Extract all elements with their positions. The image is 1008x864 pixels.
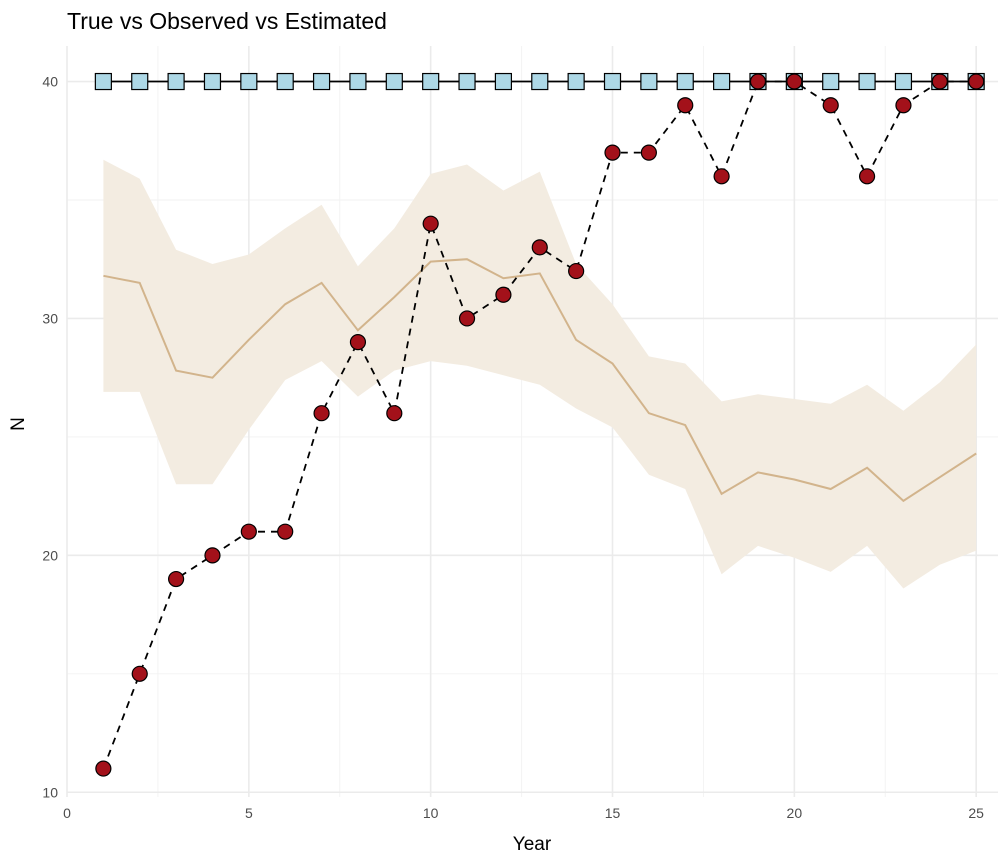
observed-point [568,262,585,280]
estimated-line [103,258,977,503]
observed-point [786,73,803,90]
x-tick-label: 20 [787,805,803,821]
x-axis-title: Year [513,834,552,855]
observed-point [968,73,985,90]
observed-point [313,405,330,422]
true-point [894,72,913,91]
observed-point [713,168,730,185]
observed-point [131,665,148,682]
y-axis-title: N [8,417,29,431]
true-point [603,72,622,91]
y-tick-label: 10 [42,784,58,800]
y-tick-label: 40 [42,74,58,90]
true-point [640,72,658,91]
true-point [458,72,476,91]
x-tick-label: 0 [63,805,71,821]
true-point [713,72,731,91]
observed-point [931,73,948,90]
true-point [494,72,513,91]
observed-point [168,570,185,588]
true-point [131,72,149,91]
tick-labels: 0 5 10 15 20 25 10 20 30 40 [42,74,984,821]
true-point [167,72,185,91]
observed-point [822,97,839,114]
observed-point [858,168,876,185]
observed-point [604,144,621,161]
y-tick-label: 30 [42,310,58,326]
observed-point [895,97,912,114]
observed-point [240,523,257,540]
true-point [94,72,112,91]
observed-point [95,760,112,777]
observed-point [204,547,221,564]
confidence-band-layer [103,159,977,589]
observed-point [640,144,657,161]
true-point [349,72,367,91]
x-tick-label: 25 [968,805,984,821]
true-point [203,72,222,91]
observed-point [531,239,548,256]
observed-point [677,97,694,114]
chart-title: True vs Observed vs Estimated [67,8,387,34]
x-tick-label: 5 [245,805,253,821]
y-tick-label: 20 [42,547,58,563]
true-point [822,72,840,91]
observed-point [495,286,512,303]
observed-point [386,405,403,422]
x-tick-label: 10 [423,805,439,821]
observed-series-layer [95,73,985,777]
confidence-band [103,159,977,589]
observed-point [349,334,367,351]
true-point [422,72,440,91]
observed-point [277,523,294,540]
true-point [240,72,258,91]
true-series-layer [94,72,985,91]
true-point [385,72,403,91]
observed-point [749,73,767,90]
true-point [676,72,694,91]
observed-point [422,215,439,232]
true-point [312,72,331,91]
true-point [531,72,549,91]
x-tick-label: 15 [605,805,621,821]
observed-point [458,310,476,327]
true-point [567,72,585,91]
true-point [276,72,294,91]
true-point [858,72,876,91]
estimated-line-layer [103,258,977,503]
